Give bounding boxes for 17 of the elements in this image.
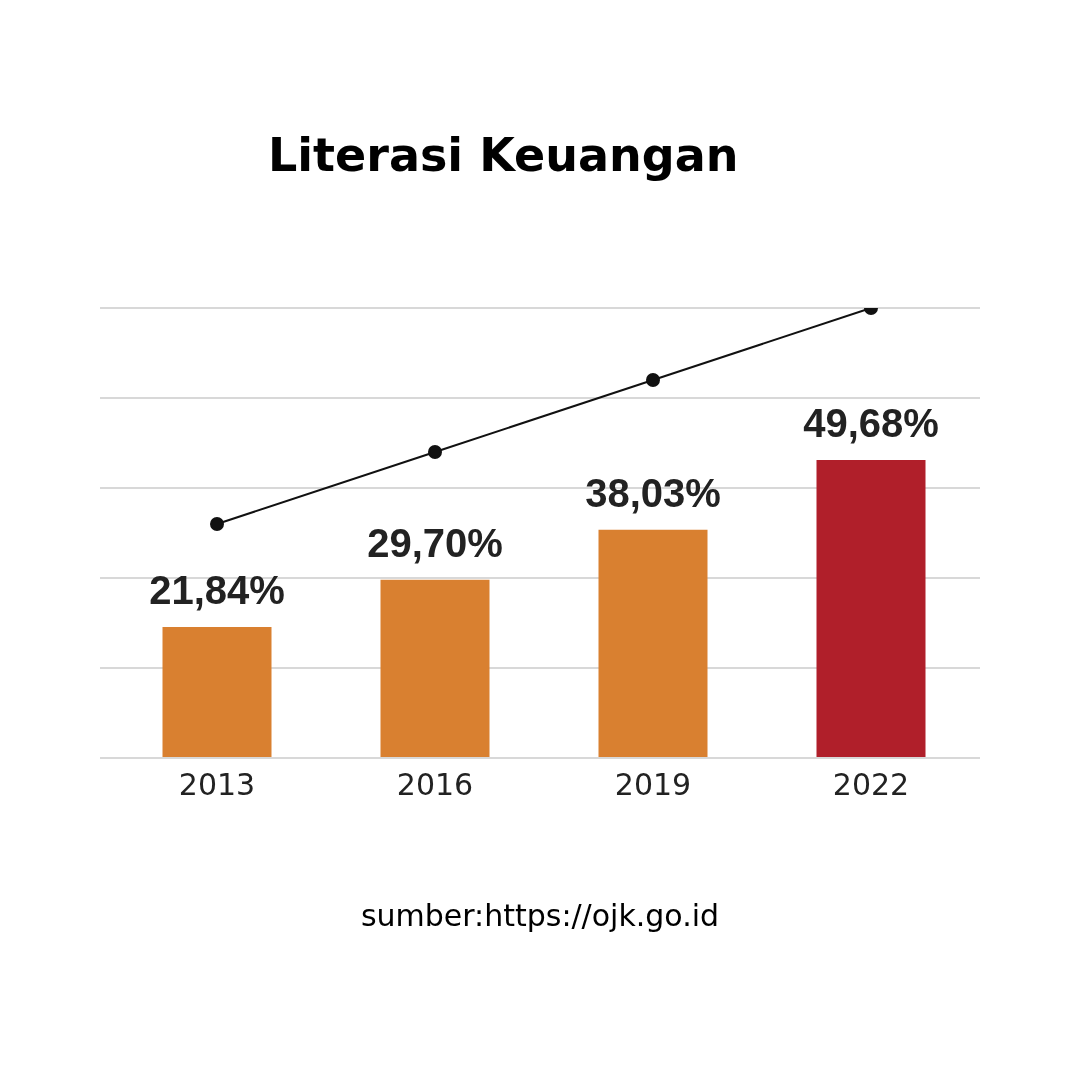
bar	[162, 626, 272, 757]
point	[646, 373, 660, 387]
x-tick-label: 2019	[614, 766, 692, 802]
data-label: 38,03%	[585, 470, 721, 515]
bar	[598, 529, 708, 757]
x-tick-label: 2022	[832, 766, 910, 802]
x-tick-label: 2013	[178, 766, 256, 802]
x-tick-label: 2016	[396, 766, 474, 802]
data-label: 49,68%	[803, 400, 939, 445]
chart-title: Literasi Keuangan	[267, 127, 740, 184]
data-label: 21,84%	[149, 567, 285, 612]
bar	[380, 579, 490, 757]
data-label: 29,70%	[367, 520, 503, 565]
point	[428, 445, 442, 459]
point	[210, 517, 224, 531]
bar	[816, 459, 926, 757]
text: sumber:https://ojk.go.id	[359, 898, 721, 933]
